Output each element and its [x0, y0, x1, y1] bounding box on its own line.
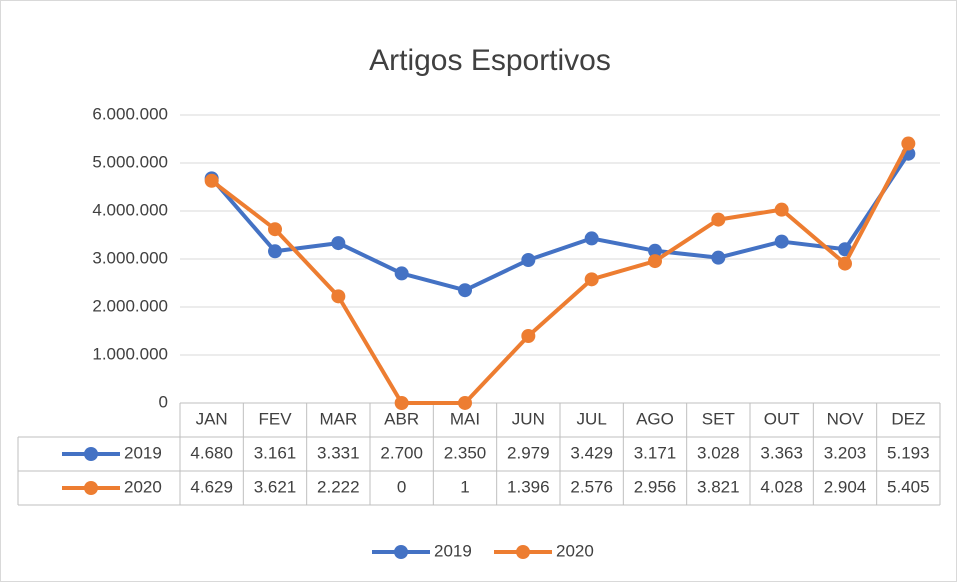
data-point [584, 272, 599, 287]
table-cell: 2.904 [824, 477, 867, 496]
table-cell: 3.621 [254, 477, 297, 496]
table-row-header: 2020 [124, 477, 162, 496]
x-tick-label: MAR [319, 409, 357, 428]
table-cell: 3.171 [634, 443, 677, 462]
legend-label: 2020 [556, 541, 594, 560]
table-cell: 3.821 [697, 477, 740, 496]
table-cell: 3.203 [824, 443, 867, 462]
x-tick-label: JUL [577, 409, 607, 428]
y-tick-label: 1.000.000 [92, 344, 168, 363]
table-cell: 2.222 [317, 477, 360, 496]
table-cell: 1 [460, 477, 469, 496]
data-point [394, 396, 409, 410]
data-point [711, 250, 726, 265]
data-point [331, 236, 346, 251]
legend-key-marker [84, 447, 98, 461]
data-point [711, 212, 726, 227]
y-tick-label: 3.000.000 [92, 248, 168, 267]
series-line [210, 142, 911, 405]
table-cell: 3.331 [317, 443, 360, 462]
table-cell: 2.979 [507, 443, 550, 462]
data-point [204, 173, 219, 188]
data-point [394, 266, 409, 281]
y-tick-label: 0 [159, 392, 168, 411]
x-tick-label: AGO [636, 409, 674, 428]
y-tick-label: 5.000.000 [92, 152, 168, 171]
table-cell: 3.363 [760, 443, 803, 462]
data-point [901, 136, 916, 151]
data-point [268, 222, 282, 237]
table-cell: 2.956 [634, 477, 677, 496]
x-tick-label: FEV [258, 409, 292, 428]
table-cell: 5.405 [887, 477, 930, 496]
table-cell: 3.161 [254, 443, 297, 462]
table-cell: 5.193 [887, 443, 930, 462]
legend-key-marker [516, 545, 530, 559]
data-point [521, 253, 536, 268]
x-tick-label: ABR [384, 409, 419, 428]
series-line [210, 152, 910, 293]
y-tick-label: 2.000.000 [92, 296, 168, 315]
data-point [584, 231, 599, 246]
data-point [331, 289, 346, 304]
data-point [458, 283, 472, 298]
x-tick-label: SET [702, 409, 735, 428]
table-cell: 3.429 [570, 443, 613, 462]
x-tick-label: JAN [196, 409, 228, 428]
y-tick-label: 4.000.000 [92, 200, 168, 219]
data-point [648, 254, 662, 269]
data-point [648, 243, 662, 258]
legend-key-marker [394, 545, 408, 559]
x-tick-label: MAI [450, 409, 480, 428]
x-tick-label: NOV [827, 409, 865, 428]
chart-title: Artigos Esportivos [369, 44, 611, 77]
data-point [268, 244, 282, 259]
table-cell: 4.680 [190, 443, 233, 462]
x-tick-label: DEZ [891, 409, 925, 428]
x-tick-label: OUT [764, 409, 800, 428]
data-point [521, 328, 536, 343]
table-cell: 2.700 [380, 443, 423, 462]
table-cell: 4.629 [190, 477, 233, 496]
data-point [838, 256, 852, 271]
x-tick-label: JUN [512, 409, 545, 428]
table-cell: 0 [397, 477, 406, 496]
data-point [774, 234, 789, 249]
table-cell: 4.028 [760, 477, 803, 496]
table-cell: 1.396 [507, 477, 550, 496]
table-row-header: 2019 [124, 443, 162, 462]
data-point [774, 202, 789, 217]
legend-key-marker [84, 481, 98, 495]
table-cell: 3.028 [697, 443, 740, 462]
table-cell: 2.576 [570, 477, 613, 496]
y-tick-label: 6.000.000 [92, 104, 168, 123]
legend-label: 2019 [434, 541, 472, 560]
data-point [458, 395, 472, 410]
table-cell: 2.350 [444, 443, 487, 462]
